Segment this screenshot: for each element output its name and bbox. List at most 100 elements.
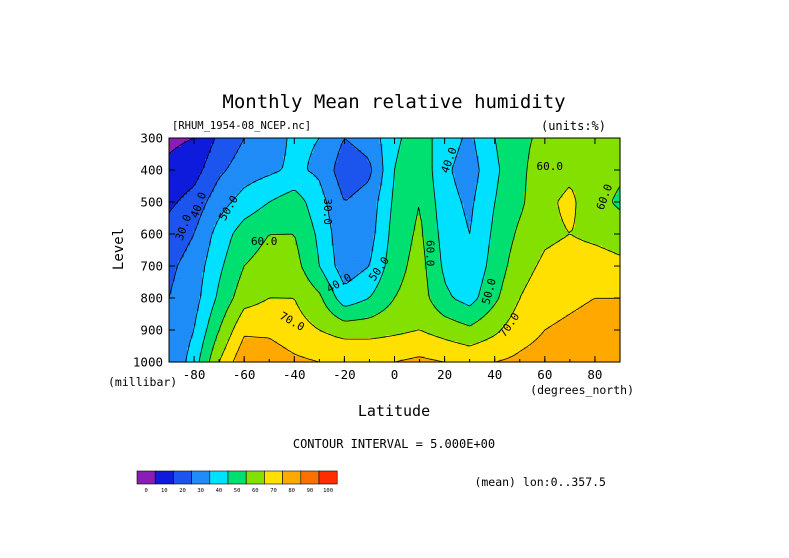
heatmap-cell <box>346 188 350 193</box>
heatmap-cell <box>193 233 197 238</box>
heatmap-cell <box>301 221 305 226</box>
heatmap-cell <box>214 227 218 232</box>
heatmap-cell <box>232 194 236 199</box>
heatmap-cell <box>406 230 411 235</box>
heatmap-cell <box>355 224 360 229</box>
heatmap-cell <box>235 155 239 160</box>
heatmap-cell <box>370 158 375 163</box>
heatmap-cell <box>223 167 227 172</box>
heatmap-cell <box>235 194 239 199</box>
heatmap-cell <box>526 149 531 154</box>
heatmap-cell <box>535 209 540 214</box>
heatmap-cell <box>295 215 299 220</box>
heatmap-cell <box>280 155 284 160</box>
heatmap-cell <box>499 203 504 208</box>
heatmap-cell <box>238 233 242 238</box>
heatmap-cell <box>256 209 260 214</box>
heatmap-cell <box>319 194 323 199</box>
heatmap-cell <box>577 209 582 214</box>
heatmap-cell <box>385 158 390 163</box>
heatmap-cell <box>364 152 369 157</box>
heatmap-cell <box>436 206 441 211</box>
heatmap-cell <box>403 140 408 145</box>
heatmap-cell <box>199 176 203 181</box>
heatmap-cell <box>460 146 465 151</box>
heatmap-cell <box>544 212 549 217</box>
heatmap-cell <box>415 233 420 238</box>
heatmap-cell <box>616 194 621 199</box>
heatmap-cell <box>304 138 308 142</box>
heatmap-cell <box>556 173 561 178</box>
heatmap-cell <box>448 176 453 181</box>
heatmap-cell <box>562 191 567 196</box>
heatmap-cell <box>442 203 447 208</box>
heatmap-cell <box>190 158 194 163</box>
heatmap-cell <box>307 185 311 190</box>
heatmap-cell <box>409 215 414 220</box>
heatmap-cell <box>409 152 414 157</box>
heatmap-cell <box>253 167 257 172</box>
heatmap-cell <box>319 185 323 190</box>
heatmap-cell <box>328 227 332 232</box>
heatmap-cell <box>349 149 354 154</box>
heatmap-cell <box>505 221 510 226</box>
heatmap-cell <box>463 155 468 160</box>
heatmap-cell <box>343 230 347 235</box>
heatmap-cell <box>559 188 564 193</box>
heatmap-cell <box>550 164 555 169</box>
heatmap-cell <box>205 194 209 199</box>
heatmap-cell <box>217 170 221 175</box>
heatmap-cell <box>478 161 483 166</box>
heatmap-cell <box>397 140 402 145</box>
heatmap-cell <box>592 179 597 184</box>
heatmap-cell <box>568 182 573 187</box>
heatmap-cell <box>436 152 441 157</box>
heatmap-cell <box>256 164 260 169</box>
heatmap-cell <box>550 167 555 172</box>
heatmap-cell <box>439 182 444 187</box>
heatmap-cell <box>496 227 501 232</box>
heatmap-cell <box>478 191 483 196</box>
heatmap-cell <box>385 173 390 178</box>
heatmap-cell <box>382 155 387 160</box>
heatmap-cell <box>556 176 561 181</box>
heatmap-cell <box>577 138 582 142</box>
heatmap-cell <box>484 176 489 181</box>
heatmap-cell <box>298 173 302 178</box>
heatmap-cell <box>307 221 311 226</box>
heatmap-cell <box>499 194 504 199</box>
heatmap-cell <box>175 191 179 196</box>
heatmap-cell <box>424 164 429 169</box>
heatmap-cell <box>457 209 462 214</box>
heatmap-cell <box>367 191 372 196</box>
heatmap-cell <box>241 164 245 169</box>
heatmap-cell <box>472 152 477 157</box>
heatmap-cell <box>517 140 522 145</box>
heatmap-cell <box>583 164 588 169</box>
heatmap-cell <box>457 149 462 154</box>
heatmap-cell <box>394 191 399 196</box>
heatmap-cell <box>202 212 206 217</box>
heatmap-cell <box>514 227 519 232</box>
heatmap-cell <box>517 170 522 175</box>
heatmap-cell <box>457 138 462 142</box>
heatmap-cell <box>229 218 233 223</box>
heatmap-cell <box>307 173 311 178</box>
heatmap-cell <box>271 138 275 142</box>
heatmap-cell <box>430 194 435 199</box>
heatmap-cell <box>550 212 555 217</box>
heatmap-cell <box>307 206 311 211</box>
heatmap-cell <box>241 224 245 229</box>
heatmap-cell <box>496 182 501 187</box>
heatmap-cell <box>499 152 504 157</box>
heatmap-cell <box>181 158 185 163</box>
heatmap-cell <box>394 176 399 181</box>
heatmap-cell <box>262 138 266 142</box>
heatmap-cell <box>322 179 326 184</box>
heatmap-cell <box>493 179 498 184</box>
heatmap-cell <box>247 179 251 184</box>
heatmap-cell <box>484 188 489 193</box>
heatmap-cell <box>586 152 591 157</box>
heatmap-cell <box>214 155 218 160</box>
heatmap-cell <box>337 188 341 193</box>
